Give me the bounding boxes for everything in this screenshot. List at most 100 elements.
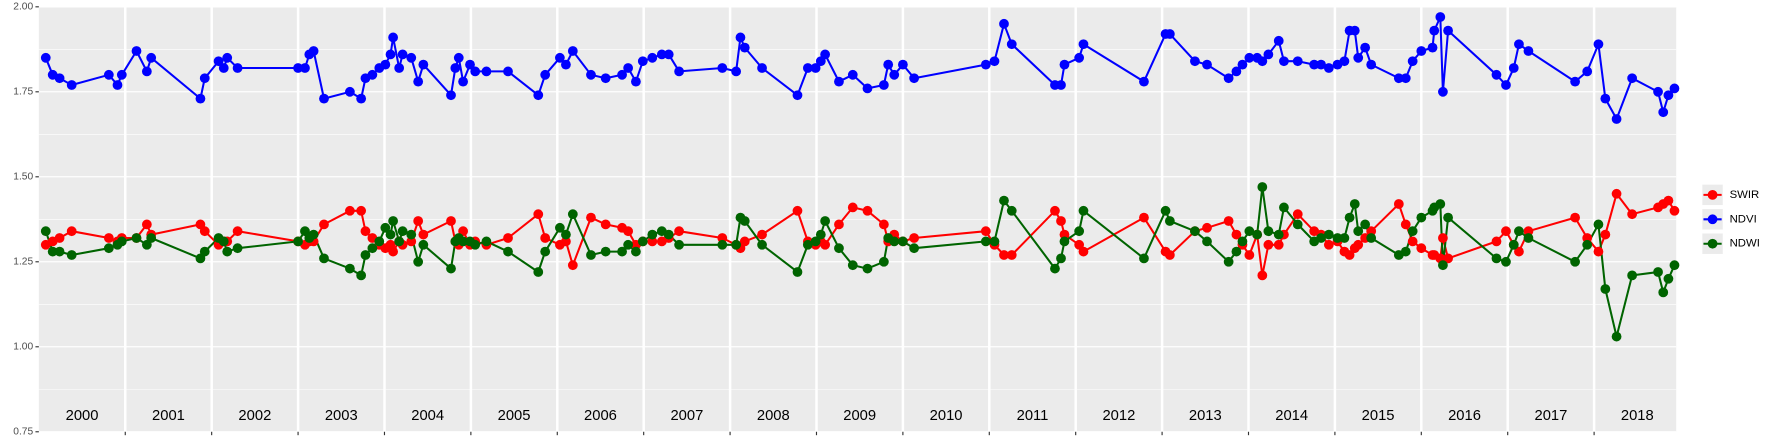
data-point bbox=[199, 246, 210, 257]
data-point bbox=[300, 63, 310, 73]
data-point bbox=[980, 59, 991, 70]
data-point bbox=[1059, 229, 1070, 240]
data-point bbox=[586, 69, 596, 80]
data-point bbox=[1190, 226, 1200, 237]
data-point bbox=[418, 229, 429, 240]
data-point bbox=[458, 76, 468, 87]
data-point bbox=[1257, 56, 1268, 67]
data-point bbox=[1491, 69, 1502, 80]
data-point bbox=[394, 63, 405, 73]
data-point bbox=[1570, 76, 1580, 87]
data-point bbox=[1006, 250, 1017, 260]
data-point bbox=[731, 66, 742, 77]
data-point bbox=[717, 63, 728, 73]
data-point bbox=[131, 46, 142, 56]
data-point bbox=[1438, 233, 1448, 243]
data-point bbox=[1273, 35, 1284, 46]
data-point bbox=[717, 233, 728, 243]
data-point bbox=[1059, 59, 1070, 70]
data-point bbox=[1231, 229, 1242, 240]
year-label: 2012 bbox=[1102, 408, 1135, 424]
data-point bbox=[1006, 205, 1017, 216]
y-tick-label: 2.00 bbox=[13, 2, 33, 13]
data-point bbox=[1292, 219, 1303, 230]
data-point bbox=[360, 226, 371, 237]
data-point bbox=[413, 76, 424, 87]
year-label: 2016 bbox=[1448, 408, 1481, 424]
data-point bbox=[356, 270, 367, 281]
data-point bbox=[47, 246, 58, 257]
data-point bbox=[1653, 267, 1663, 277]
data-point bbox=[533, 90, 544, 101]
y-tick-label: 1.75 bbox=[13, 87, 33, 98]
data-point bbox=[1663, 273, 1674, 284]
data-point bbox=[999, 250, 1009, 260]
data-point bbox=[1523, 233, 1534, 243]
data-point bbox=[1339, 56, 1350, 67]
data-point bbox=[1223, 256, 1234, 267]
data-point bbox=[1050, 205, 1060, 216]
data-point bbox=[1237, 236, 1248, 247]
data-point bbox=[1443, 253, 1453, 264]
data-point bbox=[1593, 219, 1604, 230]
data-point bbox=[232, 243, 243, 254]
data-point bbox=[1056, 253, 1066, 264]
data-point bbox=[356, 93, 367, 104]
data-point bbox=[889, 236, 900, 247]
data-point bbox=[792, 267, 803, 277]
year-label: 2014 bbox=[1275, 408, 1308, 424]
data-point bbox=[792, 205, 803, 216]
data-point bbox=[385, 229, 396, 240]
data-point bbox=[1360, 42, 1371, 53]
data-point bbox=[820, 216, 831, 226]
year-label: 2013 bbox=[1189, 408, 1222, 424]
data-point bbox=[1514, 39, 1524, 50]
data-point bbox=[834, 243, 844, 254]
year-label: 2000 bbox=[66, 408, 99, 424]
data-point bbox=[1257, 182, 1268, 192]
data-point bbox=[989, 236, 1000, 247]
data-point bbox=[1339, 233, 1350, 243]
data-point bbox=[1323, 239, 1334, 250]
data-point bbox=[739, 236, 750, 247]
data-point bbox=[731, 239, 742, 250]
year-label: 2002 bbox=[238, 408, 271, 424]
data-point bbox=[1292, 56, 1303, 67]
data-point bbox=[481, 66, 492, 77]
data-point bbox=[847, 69, 858, 80]
data-point bbox=[739, 216, 750, 226]
data-point bbox=[1349, 25, 1360, 36]
data-point bbox=[222, 246, 233, 257]
data-point bbox=[1627, 73, 1638, 84]
y-tick-label: 1.50 bbox=[13, 172, 33, 183]
data-point bbox=[1244, 250, 1255, 260]
data-point bbox=[1582, 233, 1593, 243]
data-point bbox=[388, 246, 398, 257]
data-point bbox=[1360, 219, 1371, 230]
data-point bbox=[1611, 331, 1622, 342]
data-point bbox=[883, 59, 894, 70]
data-point bbox=[1056, 80, 1066, 90]
data-point bbox=[374, 236, 385, 247]
data-point bbox=[810, 236, 821, 247]
data-point bbox=[308, 229, 319, 240]
data-point bbox=[1056, 216, 1066, 226]
data-point bbox=[1252, 229, 1263, 240]
data-point bbox=[103, 69, 114, 80]
year-label: 2008 bbox=[757, 408, 790, 424]
data-point bbox=[1501, 256, 1511, 267]
data-point bbox=[847, 260, 858, 271]
data-point bbox=[674, 226, 684, 237]
data-point bbox=[1416, 243, 1427, 254]
data-point bbox=[1669, 83, 1680, 94]
data-point bbox=[112, 80, 123, 90]
data-point bbox=[1669, 260, 1680, 271]
data-point bbox=[418, 239, 429, 250]
data-point bbox=[1582, 239, 1593, 250]
data-point bbox=[103, 233, 114, 243]
data-point bbox=[40, 52, 51, 63]
data-point bbox=[213, 56, 224, 67]
data-point bbox=[1050, 263, 1060, 274]
data-point bbox=[1344, 212, 1355, 223]
data-point bbox=[199, 73, 210, 84]
